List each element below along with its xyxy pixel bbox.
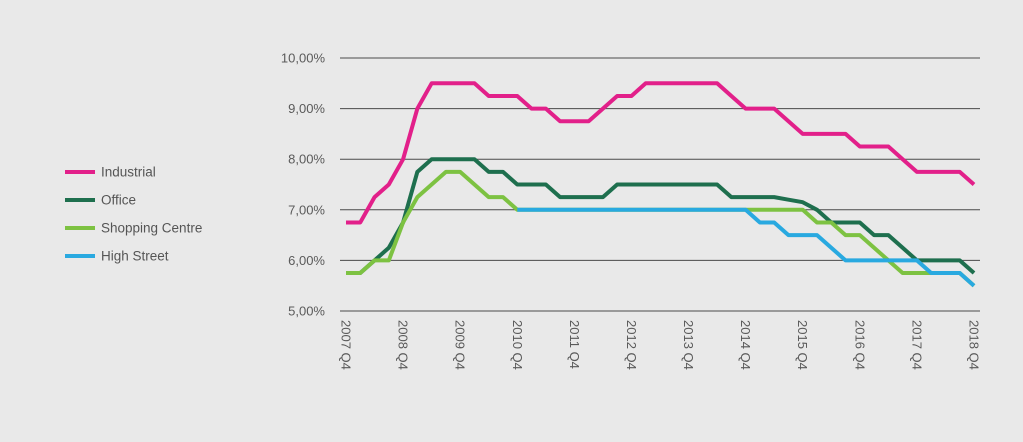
x-tick-label: 2015 Q4 (795, 320, 810, 370)
legend-label: Industrial (101, 165, 156, 180)
x-tick-label: 2011 Q4 (567, 320, 582, 369)
x-tick-label: 2009 Q4 (453, 320, 468, 370)
legend-label: High Street (101, 249, 169, 264)
x-tick-label: 2012 Q4 (624, 320, 639, 370)
x-tick-label: 2018 Q4 (967, 320, 982, 370)
y-tick-label: 7,00% (288, 202, 325, 217)
x-tick-label: 2008 Q4 (396, 320, 411, 370)
x-tick-label: 2016 Q4 (852, 320, 867, 370)
x-tick-label: 2017 Q4 (909, 320, 924, 370)
y-axis-tick-labels: 5,00% 6,00% 7,00% 8,00% 9,00% 10,00% (281, 51, 326, 319)
y-tick-label: 8,00% (288, 152, 325, 167)
legend-label: Shopping Centre (101, 221, 202, 236)
x-tick-label: 2007 Q4 (339, 320, 354, 370)
y-tick-label: 5,00% (288, 304, 325, 319)
y-tick-label: 9,00% (288, 101, 325, 116)
x-tick-label: 2013 Q4 (681, 320, 696, 370)
legend: Industrial Office Shopping Centre High Stre… (65, 165, 202, 264)
series-lines (346, 81, 976, 288)
series-line-high-street (517, 207, 976, 288)
legend-label: Office (101, 193, 136, 208)
x-tick-label: 2014 Q4 (738, 320, 753, 370)
series-line-office (346, 157, 976, 276)
x-tick-label: 2010 Q4 (510, 320, 525, 370)
series-line-industrial (346, 81, 976, 225)
series-line-shopping-centre (346, 169, 976, 288)
x-axis-tick-labels: 2007 Q4 2008 Q4 2009 Q4 2010 Q4 2011 Q4 2012 … (339, 320, 982, 370)
y-tick-label: 6,00% (288, 253, 325, 268)
y-tick-label: 10,00% (281, 51, 326, 66)
